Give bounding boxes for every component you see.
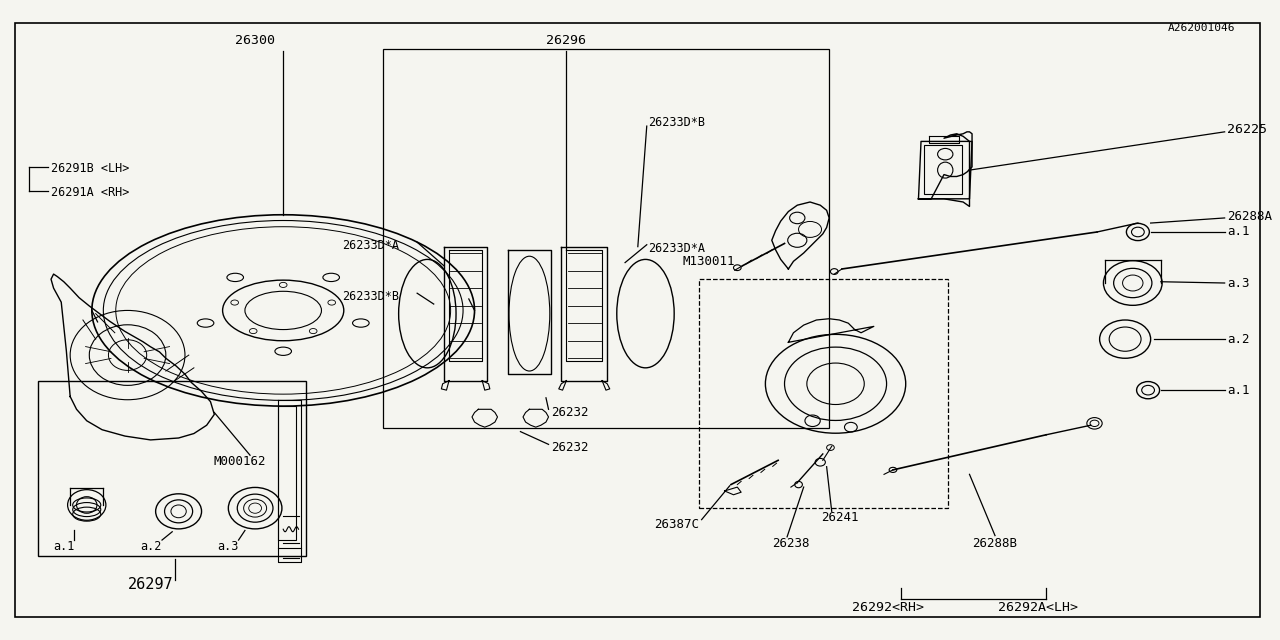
Bar [278, 406, 296, 540]
Text: 26288A: 26288A [1228, 210, 1272, 223]
Text: 26241: 26241 [822, 511, 859, 524]
Text: 26232: 26232 [552, 406, 589, 419]
Text: a.2: a.2 [141, 540, 161, 553]
Text: a.3: a.3 [216, 540, 238, 553]
Text: 26232: 26232 [552, 441, 589, 454]
Bar [38, 381, 306, 556]
Text: 26387C: 26387C [654, 518, 699, 531]
Text: 26291A <RH>: 26291A <RH> [51, 186, 129, 199]
Text: a.1: a.1 [54, 540, 76, 553]
Bar [924, 145, 961, 195]
Text: 26233D*B: 26233D*B [342, 290, 399, 303]
Text: a.1: a.1 [1228, 383, 1249, 397]
Text: 26300: 26300 [236, 34, 275, 47]
Text: 26225: 26225 [1228, 124, 1267, 136]
Bar [699, 278, 947, 508]
Text: 26238: 26238 [772, 537, 809, 550]
Text: 26297: 26297 [128, 577, 173, 592]
Text: a.2: a.2 [1228, 333, 1249, 346]
Text: a.1: a.1 [1228, 225, 1249, 239]
Text: 26292A<LH>: 26292A<LH> [997, 600, 1078, 614]
Text: A262001046: A262001046 [1167, 23, 1235, 33]
Text: 26292<RH>: 26292<RH> [852, 600, 924, 614]
Text: 26233D*A: 26233D*A [342, 239, 399, 252]
Text: 26233D*B: 26233D*B [648, 116, 705, 129]
Text: a.3: a.3 [1228, 276, 1249, 289]
Text: 26288B: 26288B [972, 537, 1018, 550]
Text: 26296: 26296 [547, 34, 586, 47]
Text: 26291B <LH>: 26291B <LH> [51, 162, 129, 175]
Text: M130011: M130011 [682, 255, 735, 268]
Text: 26233D*A: 26233D*A [648, 242, 705, 255]
Text: M000162: M000162 [212, 455, 265, 468]
Bar [383, 49, 829, 428]
